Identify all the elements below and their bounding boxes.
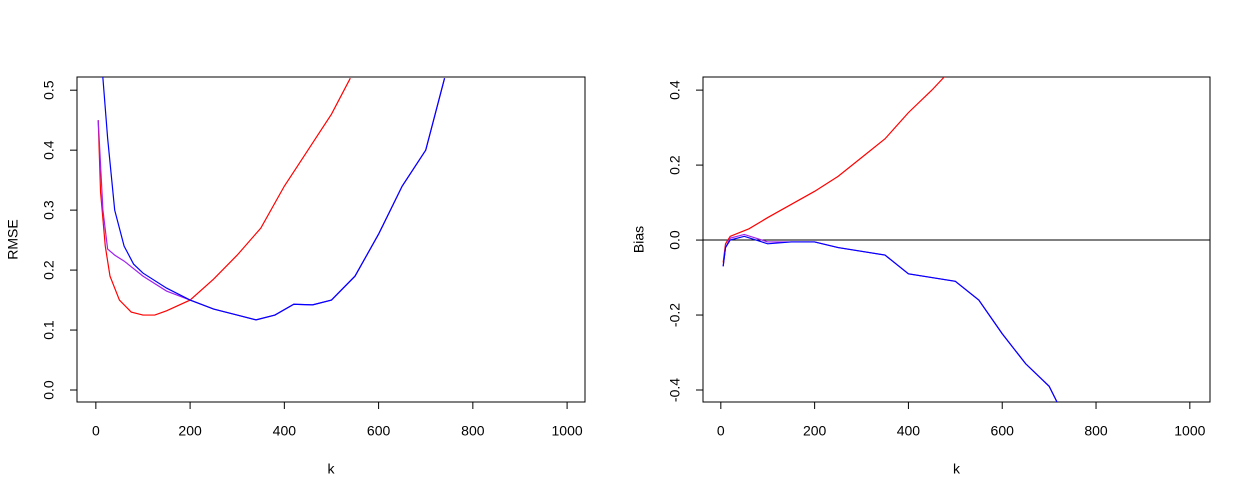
x-tick-label: 800 xyxy=(1084,423,1108,439)
x-tick-label: 400 xyxy=(273,423,297,439)
y-tick-label: -0.4 xyxy=(667,378,683,402)
plot-box xyxy=(702,76,1211,403)
y-axis-label: Bias xyxy=(631,226,647,253)
plot-area xyxy=(703,77,1210,402)
x-tick-label: 400 xyxy=(897,423,921,439)
line xyxy=(97,78,446,321)
x-tick-label: 0 xyxy=(92,423,100,439)
x-tick-label: 800 xyxy=(461,423,485,439)
x-axis-label: k xyxy=(953,461,961,477)
y-tick-label: 0.0 xyxy=(667,230,683,250)
x-tick-label: 600 xyxy=(367,423,391,439)
y-tick-label: 0.4 xyxy=(667,80,683,100)
plot-box xyxy=(76,76,586,403)
x-axis-label: k xyxy=(328,461,336,477)
x-tick-label: 600 xyxy=(991,423,1015,439)
line xyxy=(102,77,446,321)
x-tick-label: 1000 xyxy=(552,423,583,439)
x-tick-label: 200 xyxy=(178,423,202,439)
y-tick-label: 0.2 xyxy=(667,155,683,175)
x-tick-label: 0 xyxy=(717,423,725,439)
y-tick-label: 0.3 xyxy=(41,200,57,220)
y-tick-label: 0.1 xyxy=(41,320,57,340)
line xyxy=(722,77,946,263)
line xyxy=(722,235,1058,402)
y-tick-label: -0.2 xyxy=(667,303,683,327)
y-tick-label: 0.4 xyxy=(41,140,57,160)
y-tick-label: 0.2 xyxy=(41,260,57,280)
x-tick-label: 200 xyxy=(803,423,827,439)
y-axis-label: RMSE xyxy=(5,219,21,259)
panel: 0 200 400 600 800 1000 0.0 0.1 0.2 0.3 0.4 0.5 k RMSE xyxy=(5,76,586,477)
x-tick-label: 1000 xyxy=(1174,423,1205,439)
line xyxy=(97,77,351,316)
plot-area xyxy=(97,77,446,321)
panel: 0 200 400 600 800 1000 -0.4 -0.2 0.0 0.2 0.4 k Bias xyxy=(631,76,1211,477)
y-tick-label: 0.5 xyxy=(41,80,57,100)
y-tick-label: 0.0 xyxy=(41,380,57,400)
